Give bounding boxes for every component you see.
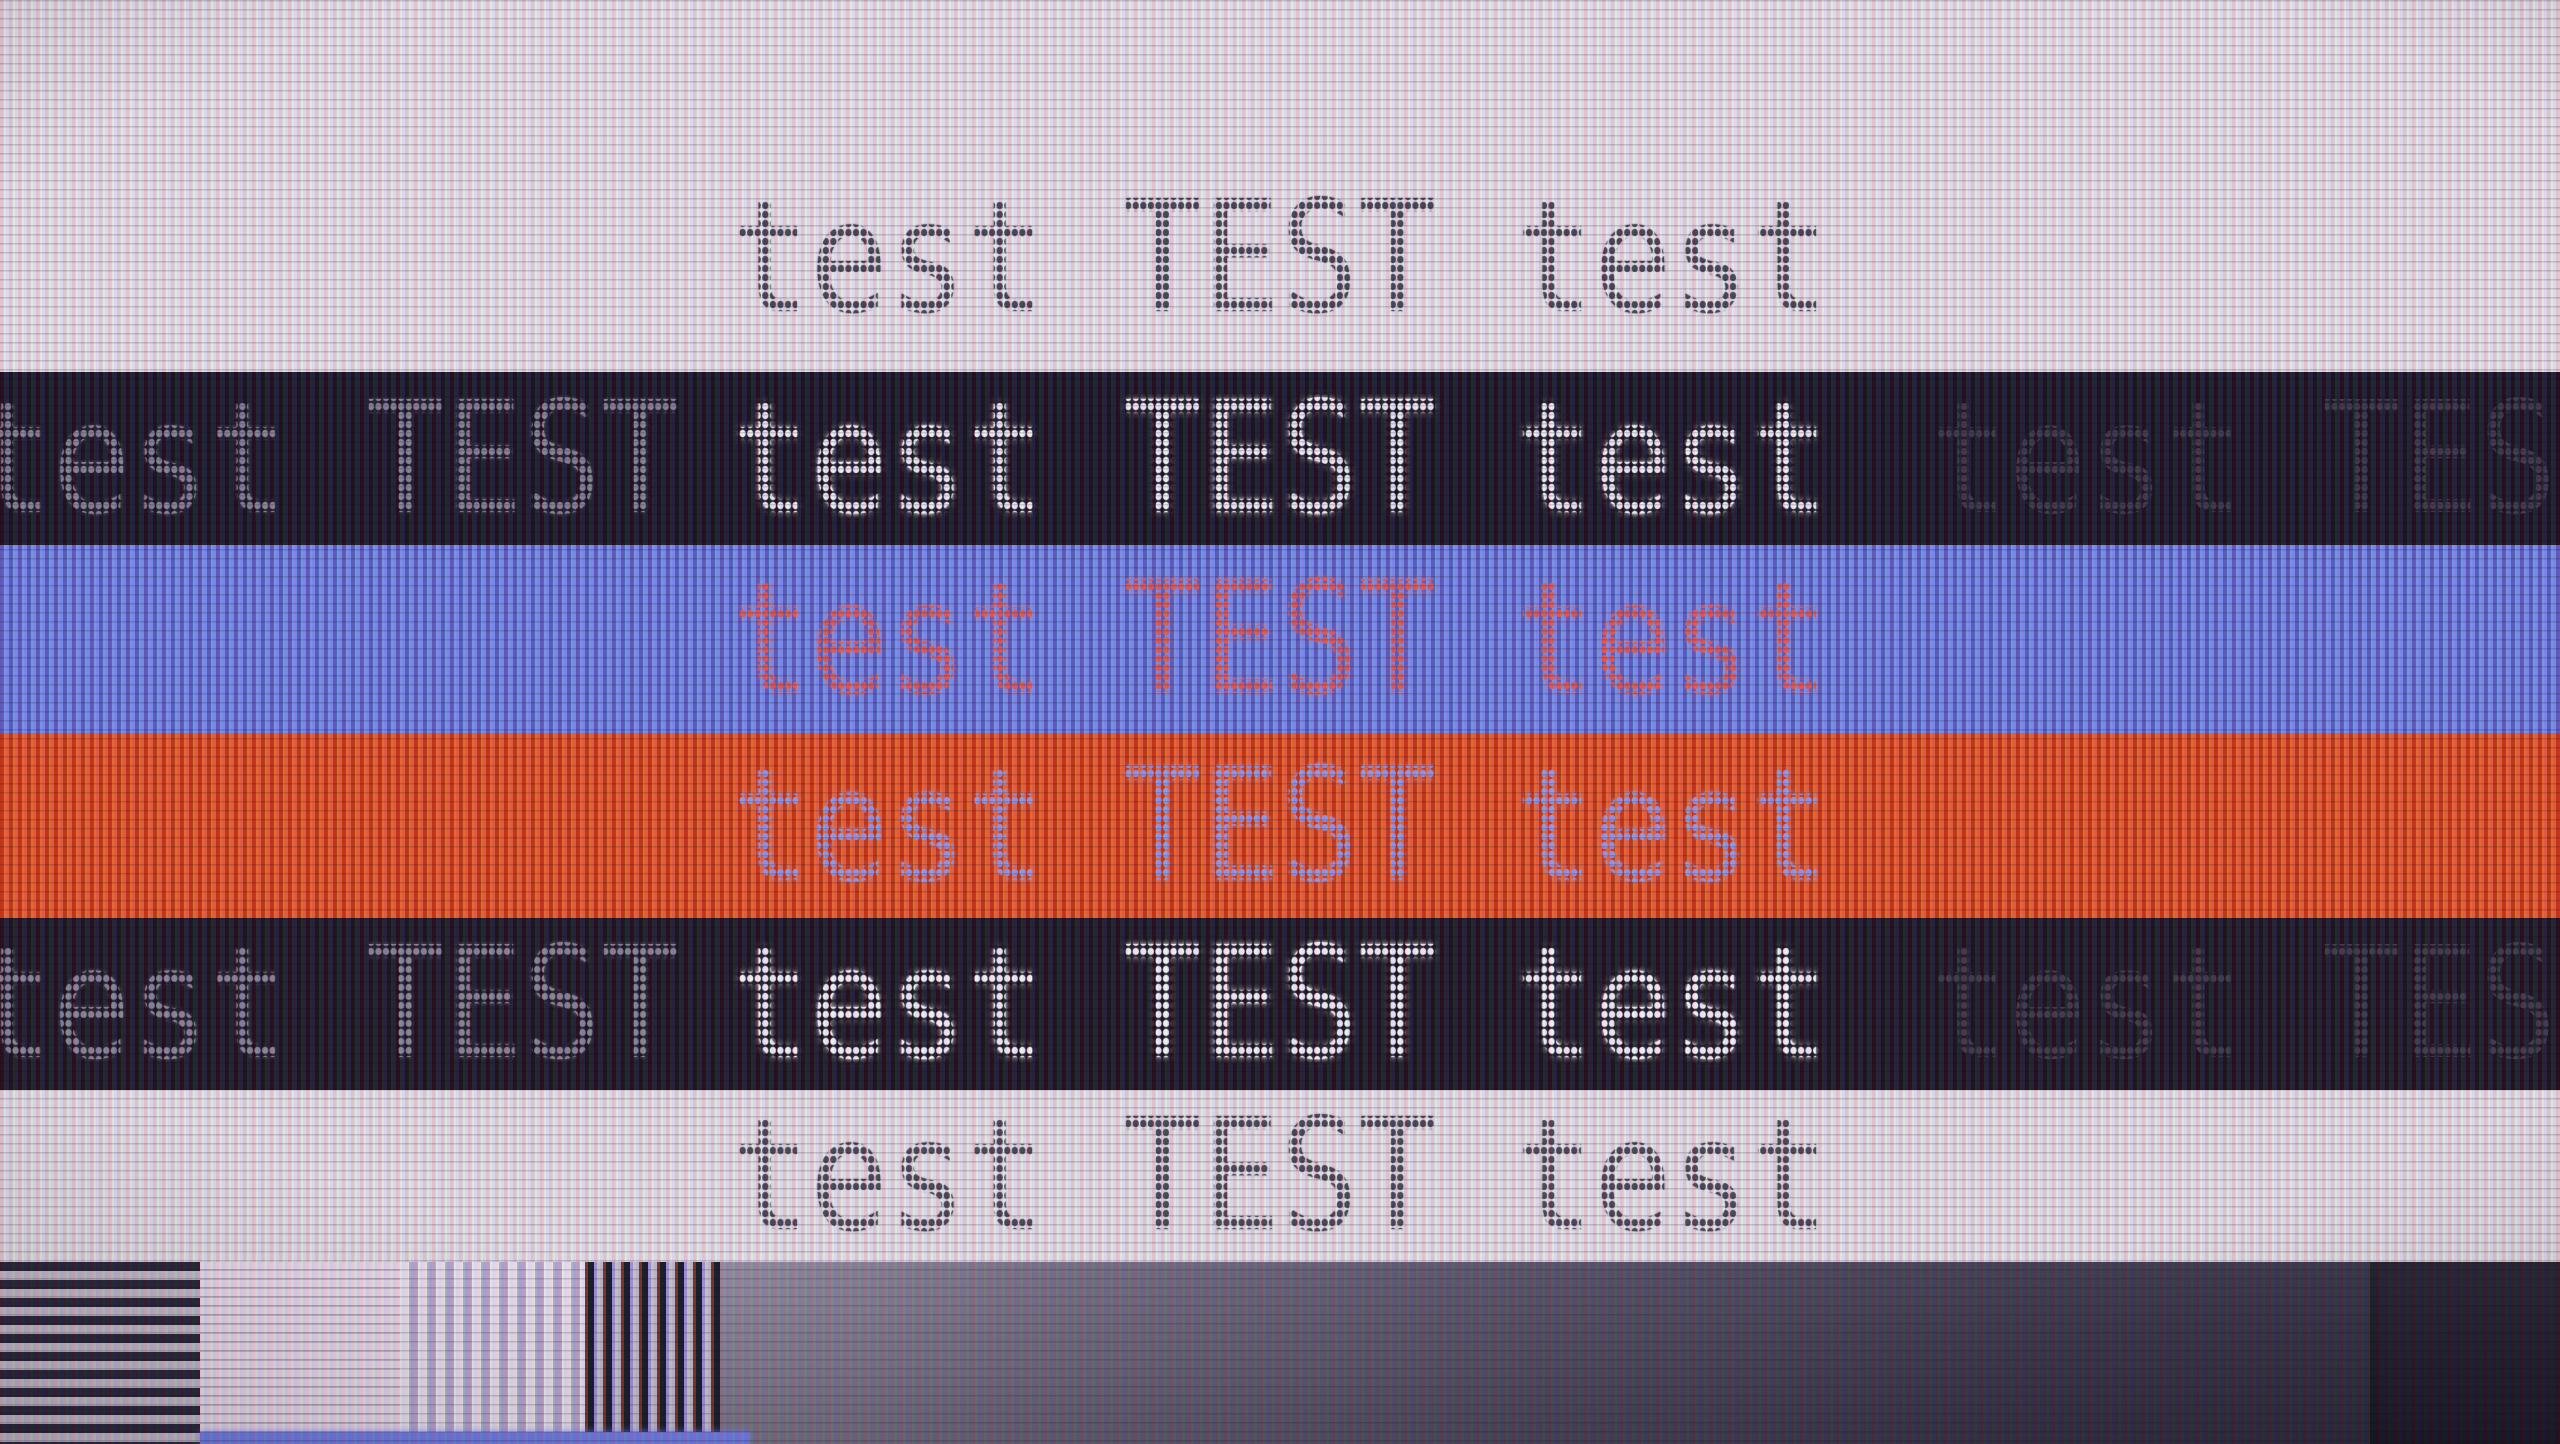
test-text-red-band: test TEST test bbox=[731, 734, 1829, 916]
band-black-lower: test TEST test TEST test test TEST bbox=[0, 918, 2560, 1090]
pattern-gray-gradient bbox=[720, 1262, 2560, 1444]
band-blue: test TEST test bbox=[0, 545, 2560, 733]
pattern-dark-end-block bbox=[2370, 1262, 2560, 1444]
test-text-left-dim: test TEST bbox=[0, 372, 680, 545]
pattern-fine-vertical-stripes bbox=[400, 1262, 585, 1444]
test-text-right-faint: test TEST bbox=[1930, 372, 2560, 545]
pattern-strip bbox=[0, 1262, 2560, 1444]
pattern-bold-vertical-stripes bbox=[585, 1262, 720, 1444]
test-text-blue-band: test TEST test bbox=[731, 548, 1829, 729]
pattern-horizontal-stripes bbox=[0, 1262, 200, 1444]
band-red: test TEST test bbox=[0, 733, 2560, 918]
test-text-bright: test TEST test bbox=[731, 372, 1829, 545]
band-white-top: test TEST test bbox=[0, 0, 2560, 372]
pattern-light-block bbox=[200, 1262, 400, 1444]
bottom-blue-strip bbox=[200, 1432, 750, 1444]
band-black-upper: test TEST test TEST test test TEST bbox=[0, 372, 2560, 545]
test-text-right-faint: test TEST bbox=[1930, 918, 2560, 1090]
test-text-bright: test TEST test bbox=[731, 918, 1829, 1090]
test-text-top: test TEST test bbox=[731, 167, 1829, 348]
band-white-lower: test TEST test bbox=[0, 1090, 2560, 1262]
test-text-bottom: test TEST test bbox=[731, 1090, 1829, 1262]
test-text-left-dim: test TEST bbox=[0, 918, 680, 1090]
